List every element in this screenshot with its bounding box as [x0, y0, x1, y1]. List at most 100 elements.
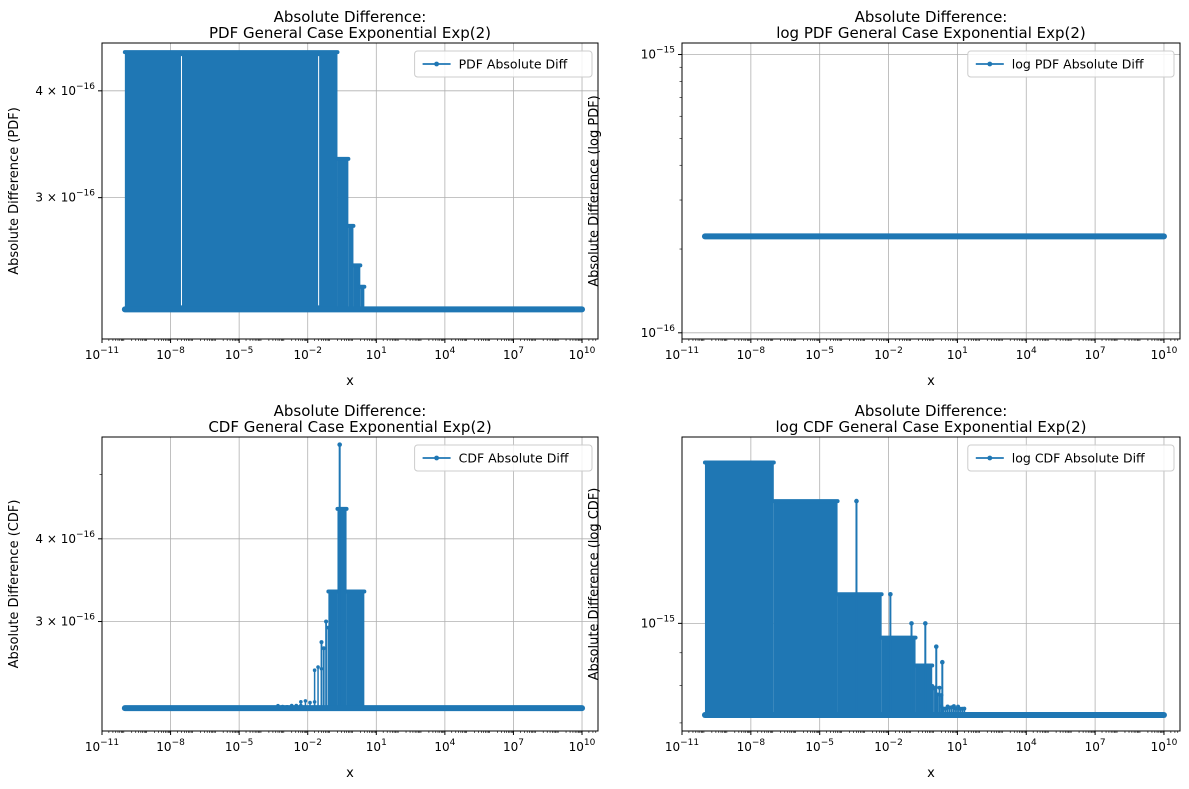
- x-tick-label: 107: [503, 346, 524, 362]
- series-log-cdf-absolute-diff: [701, 460, 1167, 719]
- spike-marker: [299, 700, 303, 704]
- spike-block: [881, 637, 916, 716]
- chart-subtitle: CDF General Case Exponential Exp(2): [208, 418, 491, 436]
- y-tick-label: 3 × 10−16: [35, 613, 95, 629]
- spike-marker: [940, 659, 945, 665]
- spike-block: [337, 508, 347, 709]
- x-tick-label: 10−8: [156, 738, 185, 754]
- x-tick-label: 10−2: [293, 738, 322, 754]
- legend-label: PDF Absolute Diff: [459, 57, 568, 72]
- x-tick-label: 10−11: [85, 346, 119, 362]
- spike-marker: [321, 646, 326, 651]
- legend: log PDF Absolute Diff: [967, 50, 1175, 78]
- legend: PDF Absolute Diff: [414, 50, 593, 78]
- x-tick-label: 104: [1016, 738, 1037, 754]
- subplot-3: Absolute Difference:CDF General Case Exp…: [7, 402, 599, 781]
- grid: [682, 43, 1180, 339]
- legend-label: log PDF Absolute Diff: [1012, 57, 1144, 72]
- legend-label: CDF Absolute Diff: [459, 451, 569, 466]
- x-tick-label: 104: [434, 346, 455, 362]
- spike-marker: [909, 621, 914, 626]
- chart-title: Absolute Difference:: [855, 402, 1008, 420]
- x-tick-label: 10−11: [665, 346, 699, 362]
- series-cdf-absolute-diff: [121, 442, 586, 712]
- spike-block: [353, 265, 361, 310]
- spike-block: [360, 286, 365, 310]
- spike-marker: [308, 700, 312, 705]
- y-tick-label: 10−15: [641, 614, 675, 630]
- x-tick-label: 10−2: [874, 346, 903, 362]
- spike-marker: [888, 591, 893, 597]
- subplot-4: Absolute Difference:log CDF General Case…: [587, 402, 1181, 781]
- x-tick-label: 10−8: [737, 346, 766, 362]
- spike-block: [348, 225, 354, 310]
- chart-subtitle: PDF General Case Exponential Exp(2): [209, 24, 491, 42]
- spike-marker: [854, 498, 859, 504]
- x-tick-label: 10−8: [737, 738, 766, 754]
- spike-marker: [962, 706, 967, 711]
- spike-block: [328, 591, 338, 709]
- x-tick-label: 10−2: [293, 346, 322, 362]
- spike-marker: [303, 699, 308, 703]
- x-axis-label: x: [346, 374, 354, 389]
- x-tick-label: 107: [1085, 738, 1106, 754]
- chart-title: Absolute Difference:: [855, 8, 1008, 26]
- x-axis-label: x: [346, 766, 354, 781]
- y-axis-label: Absolute Difference (PDF): [7, 107, 22, 275]
- chart-title: Absolute Difference:: [274, 8, 427, 26]
- x-axis-label: x: [927, 766, 935, 781]
- x-tick-label: 10−5: [805, 346, 834, 362]
- y-tick-label: 4 × 10−16: [35, 82, 95, 98]
- subplot-1: Absolute Difference:PDF General Case Exp…: [7, 8, 599, 389]
- y-tick-label: 10−16: [641, 324, 676, 340]
- spike-block: [124, 52, 338, 310]
- subplot-2: Absolute Difference:log PDF General Case…: [587, 8, 1181, 389]
- x-tick-label: 1010: [1151, 738, 1178, 754]
- x-tick-label: 104: [1016, 346, 1037, 362]
- spike-marker: [933, 644, 939, 649]
- legend-box: [967, 444, 1175, 472]
- spike-block: [837, 594, 882, 716]
- spike-block: [346, 591, 365, 709]
- series-pdf-absolute-diff: [121, 50, 586, 313]
- y-tick-label: 10−15: [641, 46, 675, 62]
- legend-box: [414, 50, 593, 78]
- legend-box: [414, 444, 593, 472]
- chart-title: Absolute Difference:: [274, 402, 427, 420]
- x-axis-label: x: [927, 374, 935, 389]
- x-tick-label: 107: [503, 738, 524, 754]
- spike-marker: [937, 685, 942, 690]
- legend-marker: [987, 455, 993, 461]
- spike-marker: [316, 665, 320, 669]
- legend-marker: [434, 61, 439, 67]
- x-tick-label: 10−5: [225, 738, 254, 754]
- y-tick-label: 3 × 10−16: [35, 189, 95, 205]
- legend-marker: [434, 455, 439, 461]
- x-tick-label: 10−5: [225, 346, 254, 362]
- x-tick-label: 101: [366, 346, 387, 362]
- y-axis-label: Absolute Difference (log PDF): [587, 95, 602, 287]
- x-tick-label: 1010: [569, 346, 596, 362]
- y-axis-label: Absolute Difference (CDF): [7, 500, 22, 669]
- x-tick-label: 1010: [1151, 346, 1178, 362]
- legend-label: log CDF Absolute Diff: [1012, 451, 1145, 466]
- axes-frame: [681, 42, 1181, 340]
- x-tick-label: 10−11: [665, 738, 699, 754]
- spike-marker: [923, 621, 928, 626]
- spike-marker: [337, 442, 342, 447]
- legend: CDF Absolute Diff: [414, 444, 593, 472]
- x-tick-label: 1010: [569, 738, 596, 754]
- x-tick-label: 10−5: [805, 738, 834, 754]
- x-tick-label: 104: [434, 738, 455, 754]
- x-tick-label: 10−11: [85, 738, 119, 754]
- x-tick-label: 101: [947, 738, 968, 754]
- legend: log CDF Absolute Diff: [967, 444, 1175, 472]
- x-tick-label: 107: [1085, 346, 1106, 362]
- spike-marker: [324, 619, 329, 624]
- spike-block: [773, 501, 838, 716]
- chart-subtitle: log PDF General Case Exponential Exp(2): [776, 24, 1086, 42]
- x-tick-label: 10−2: [874, 738, 903, 754]
- x-tick-label: 101: [366, 738, 387, 754]
- chart-subtitle: log CDF General Case Exponential Exp(2): [775, 418, 1086, 436]
